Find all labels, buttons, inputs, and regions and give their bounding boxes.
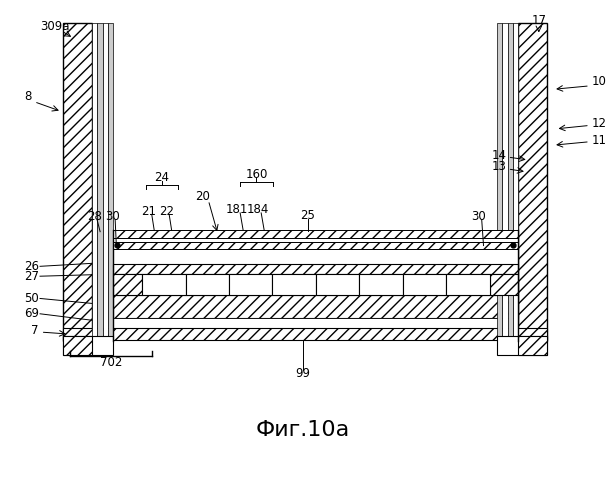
Bar (497, 22, 502, 342)
Text: 702: 702 (100, 356, 122, 369)
Bar (185, 274, 229, 295)
Text: 21: 21 (141, 205, 156, 218)
Text: 28: 28 (87, 210, 102, 223)
Bar (108, 22, 113, 342)
Text: 12: 12 (592, 118, 606, 130)
Bar (229, 274, 272, 295)
Text: 181: 181 (226, 203, 248, 216)
Bar (518, 22, 547, 342)
Text: 27: 27 (24, 270, 39, 282)
Bar (513, 22, 518, 342)
Text: 25: 25 (300, 209, 316, 222)
Text: 26: 26 (24, 260, 39, 273)
Text: 8: 8 (24, 90, 32, 103)
Text: 22: 22 (159, 205, 174, 218)
Text: 13: 13 (491, 160, 506, 173)
Bar (113, 296, 518, 318)
Bar (518, 336, 547, 355)
Bar (113, 274, 142, 295)
Text: 30: 30 (105, 210, 120, 223)
Text: 14: 14 (491, 148, 506, 162)
Bar (103, 22, 108, 342)
Bar (502, 22, 507, 342)
Bar (142, 274, 185, 295)
Bar (446, 274, 490, 295)
Text: 69: 69 (24, 308, 39, 320)
Bar (92, 22, 97, 342)
Bar (272, 274, 316, 295)
Text: 11: 11 (592, 134, 606, 146)
Bar (113, 230, 518, 237)
Text: 309a: 309a (40, 20, 70, 33)
Bar (63, 336, 92, 355)
Text: 99: 99 (296, 367, 311, 380)
Bar (490, 274, 518, 295)
Text: 30: 30 (471, 210, 486, 223)
Text: 184: 184 (247, 203, 269, 216)
Bar (97, 22, 103, 342)
Bar (63, 22, 92, 342)
Bar (63, 336, 113, 355)
Bar (113, 318, 518, 328)
Text: 10: 10 (592, 76, 606, 88)
Bar (316, 274, 359, 295)
Text: 20: 20 (195, 190, 210, 203)
Text: Фиг.10а: Фиг.10а (256, 420, 350, 440)
Bar (113, 242, 518, 249)
Bar (497, 336, 547, 355)
Bar (113, 238, 518, 242)
Bar (63, 328, 547, 340)
Text: 7: 7 (31, 324, 39, 337)
Bar (359, 274, 403, 295)
Text: 50: 50 (24, 292, 39, 305)
Bar (403, 274, 446, 295)
Text: 17: 17 (531, 14, 547, 27)
Bar (113, 249, 518, 264)
Text: 160: 160 (245, 168, 267, 181)
Bar (507, 22, 513, 342)
Bar (113, 264, 518, 274)
Text: 24: 24 (154, 171, 170, 184)
